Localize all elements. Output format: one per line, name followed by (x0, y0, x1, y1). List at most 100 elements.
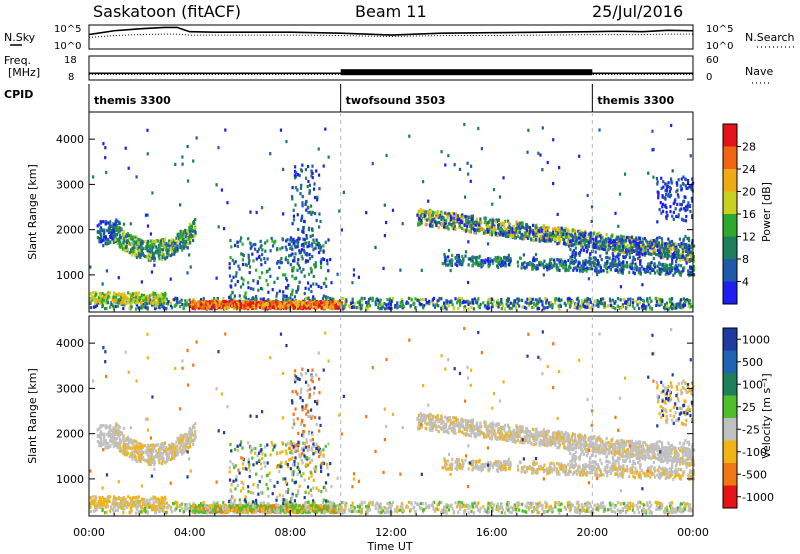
power-echo (661, 205, 664, 209)
power-echo (247, 237, 250, 241)
power-echo (438, 296, 441, 301)
power-echo (156, 300, 159, 304)
power-echo (321, 304, 324, 308)
power-echo (647, 264, 651, 269)
power-echo (651, 244, 654, 248)
power-echo (173, 247, 176, 251)
power-echo (436, 214, 439, 218)
power-echo (309, 210, 312, 214)
power-echo (684, 184, 687, 188)
power-echo (457, 296, 460, 300)
power-echo (464, 215, 467, 219)
power-echo (495, 303, 498, 307)
power-echo (282, 273, 285, 277)
power-echo (287, 303, 290, 307)
power-echo (303, 238, 306, 242)
power-echo (408, 134, 411, 138)
power-echo (295, 299, 298, 304)
power-echo (182, 305, 185, 310)
power-echo (149, 250, 153, 255)
power-echo (437, 298, 441, 302)
power-echo (675, 302, 678, 306)
power-echo (457, 255, 461, 259)
power-echo (233, 243, 237, 248)
power-echo (313, 240, 316, 245)
power-echo (666, 244, 669, 249)
power-echo (566, 297, 569, 301)
power-echo (275, 298, 278, 302)
power-echo (306, 184, 309, 189)
power-echo (688, 258, 692, 262)
power-echo (249, 246, 252, 251)
power-echo (607, 236, 610, 241)
power-echo (652, 256, 655, 261)
power-echo (582, 238, 585, 243)
power-echo (229, 294, 232, 298)
power-echo (244, 301, 247, 305)
power-echo (541, 300, 544, 304)
power-echo (288, 242, 291, 246)
power-echo (650, 239, 653, 243)
power-echo (103, 295, 106, 299)
power-echo (271, 288, 274, 292)
power-echo (494, 220, 497, 224)
power-echo (660, 211, 663, 215)
power-echo (529, 261, 532, 265)
power-echo (105, 269, 109, 273)
power-echo (672, 255, 675, 260)
power-echo (491, 259, 494, 263)
power-echo (156, 293, 160, 297)
power-echo (190, 224, 193, 228)
power-echo (188, 226, 191, 230)
power-echo (99, 226, 103, 230)
power-echo (149, 244, 152, 249)
power-echo (112, 306, 116, 310)
power-echo (300, 218, 303, 223)
power-echo (103, 298, 106, 302)
power-echo (320, 306, 323, 310)
power-echo (550, 257, 553, 261)
power-echo (124, 146, 127, 150)
power-echo (314, 261, 317, 265)
power-echo (293, 173, 296, 177)
power-echo (621, 305, 624, 309)
power-echo (276, 261, 279, 265)
power-echo (105, 298, 109, 302)
power-echo (352, 305, 355, 309)
power-echo (305, 241, 308, 245)
power-echo (291, 197, 294, 201)
power-echo (566, 230, 569, 234)
power-echo (167, 253, 170, 257)
power-echo (248, 301, 251, 305)
power-echo (360, 296, 363, 300)
power-echo (689, 209, 692, 214)
power-echo (577, 299, 580, 303)
power-echo (325, 295, 328, 299)
power-echo (668, 307, 671, 311)
power-echo (515, 220, 518, 224)
power-echo (574, 303, 578, 307)
power-echo (283, 300, 286, 304)
power-echo (504, 259, 507, 263)
power-echo (428, 301, 431, 306)
power-echo (305, 208, 308, 212)
power-echo (284, 273, 287, 277)
power-echo (682, 238, 685, 242)
freq-unit-label: [MHz] (8, 66, 40, 79)
power-echo (667, 181, 670, 185)
power-echo (297, 227, 300, 232)
noise-right-tick-bottom: 10^0 (706, 41, 733, 52)
power-echo (582, 248, 586, 252)
power-echo (587, 277, 591, 281)
power-echo (508, 258, 511, 263)
power-echo (271, 244, 275, 248)
power-echo (265, 305, 268, 309)
power-echo (500, 301, 504, 306)
power-echo (661, 209, 665, 213)
power-echo (269, 249, 272, 253)
power-echo (690, 258, 693, 262)
power-echo (639, 272, 642, 276)
power-echo (242, 282, 245, 286)
power-echo (98, 301, 102, 305)
power-echo (494, 231, 498, 236)
